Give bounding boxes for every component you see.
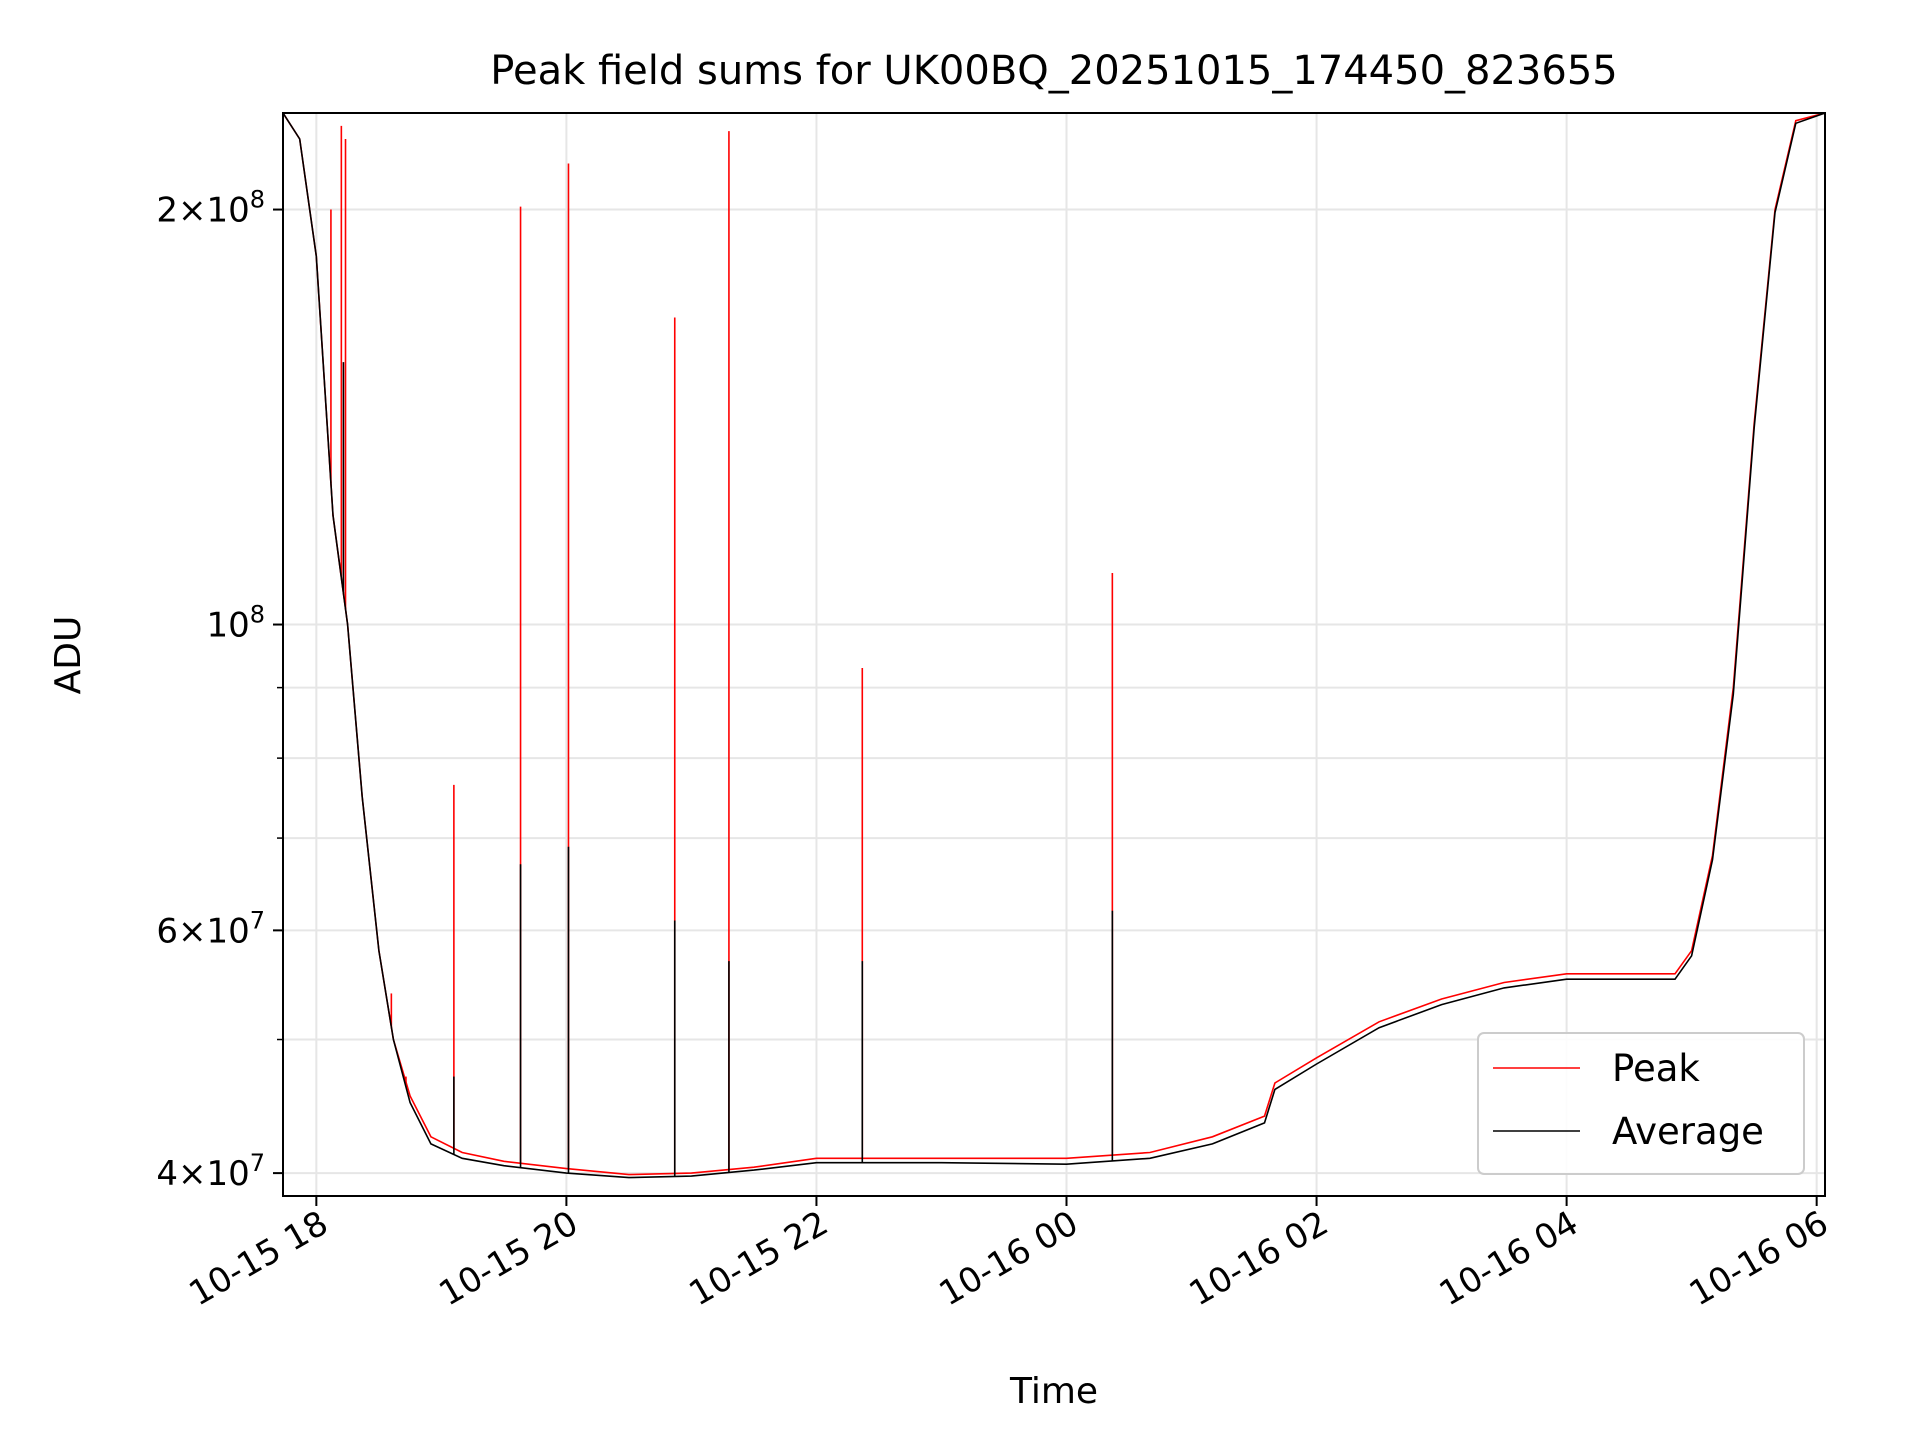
x-tick-label: 10-16 06 <box>1683 1203 1835 1314</box>
y-axis: 4×107 6×107 108 2×108 <box>156 186 283 1194</box>
x-tick-label: 10-16 04 <box>1433 1203 1585 1314</box>
x-tick-label: 10-15 20 <box>433 1203 585 1314</box>
legend-label-peak: Peak <box>1612 1047 1700 1090</box>
series-layer <box>283 113 1825 1179</box>
y-tick-label: 108 <box>206 601 265 646</box>
series-line-average <box>283 113 1825 1179</box>
x-tick-label: 10-15 18 <box>182 1203 334 1314</box>
chart-title: Peak field sums for UK00BQ_20251015_1744… <box>490 48 1617 94</box>
x-tick-label: 10-16 02 <box>1183 1203 1335 1314</box>
grid-lines <box>283 113 1825 1196</box>
legend: Peak Average <box>1477 1032 1805 1175</box>
y-tick-label: 2×108 <box>156 186 265 231</box>
x-tick-label: 10-16 00 <box>933 1203 1085 1314</box>
plot-frame <box>282 112 1826 1197</box>
x-axis-label: Time <box>1009 1371 1098 1412</box>
y-tick-label: 6×107 <box>156 906 265 951</box>
x-tick-label: 10-15 22 <box>683 1203 835 1314</box>
y-tick-label: 4×107 <box>156 1149 265 1194</box>
x-axis: 10-15 18 10-15 20 10-15 22 10-16 00 10-16 02… <box>182 1196 1835 1314</box>
y-axis-label: ADU <box>48 616 89 695</box>
series-line-peak <box>283 113 1825 1176</box>
legend-label-average: Average <box>1612 1110 1764 1153</box>
